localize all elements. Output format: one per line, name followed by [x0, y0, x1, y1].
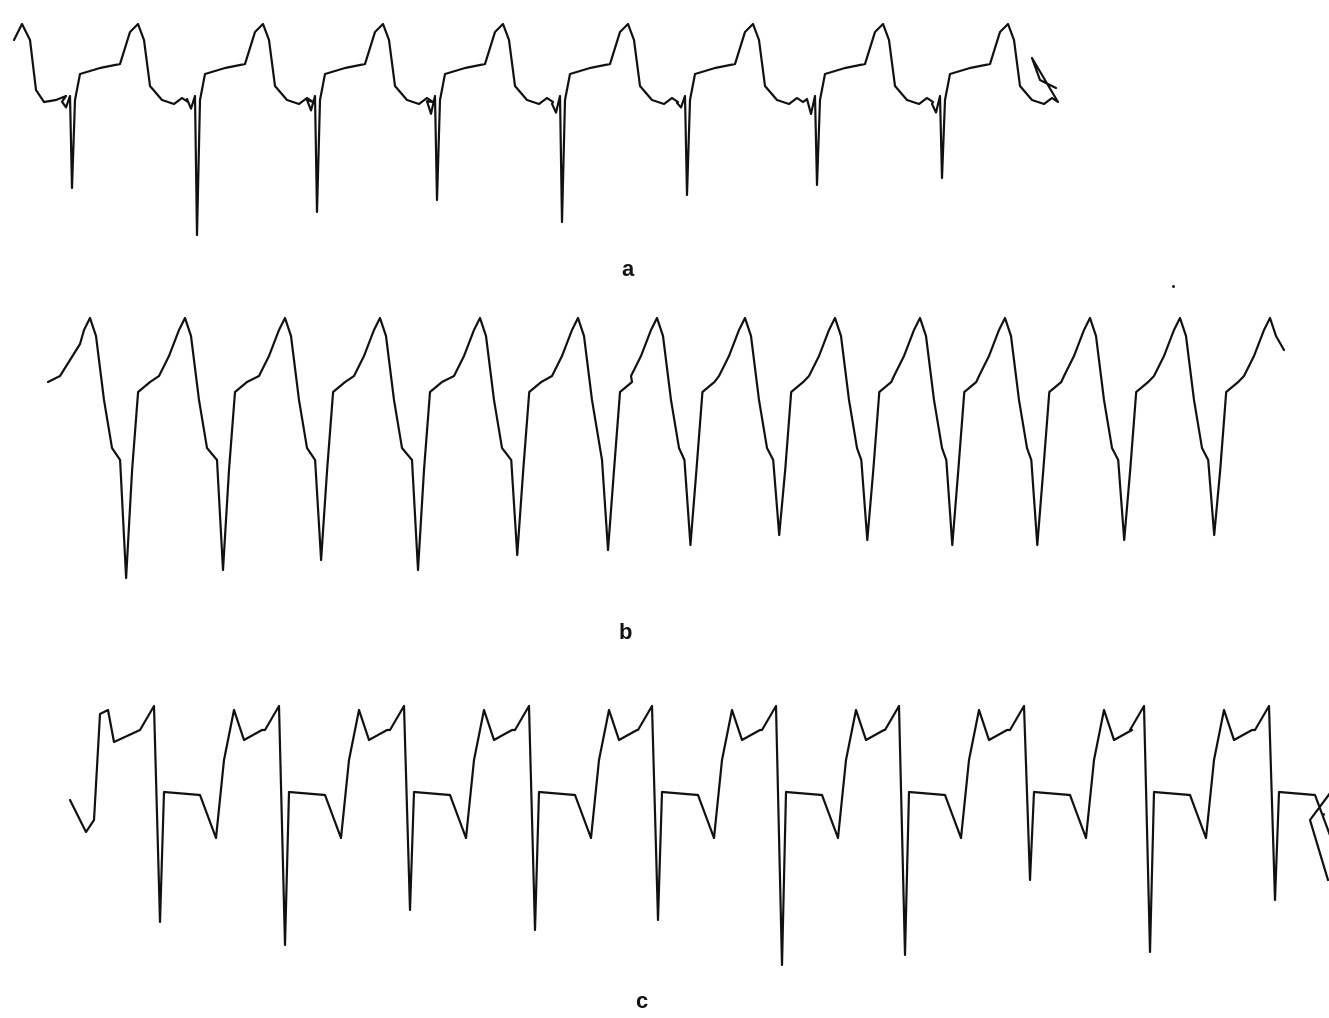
- panel-label-c: c: [636, 988, 649, 1013]
- ecg-trace-c: [68, 704, 1329, 967]
- trace-b-group: [46, 316, 1286, 580]
- trace-a-group: [12, 22, 1060, 237]
- scan-speck: [1322, 813, 1325, 816]
- trace-c-group: [68, 704, 1329, 967]
- ecg-trace-a: [12, 22, 1060, 237]
- panel-label-b: b: [619, 619, 633, 644]
- scan-speck: [1172, 285, 1175, 288]
- panel-label-a: a: [622, 256, 635, 281]
- ecg-trace-b: [46, 316, 1286, 580]
